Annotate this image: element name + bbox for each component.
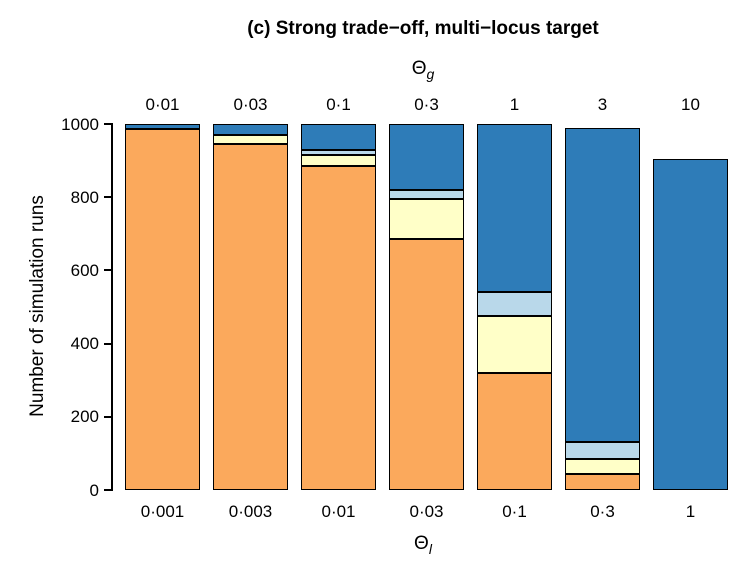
- theta-g-symbol: Θ: [411, 58, 427, 79]
- dark-blue-segment: [389, 124, 464, 190]
- pale-yellow-segment: [565, 458, 640, 474]
- bottom-axis-tick-label: 0·03: [409, 502, 444, 521]
- dark-blue-segment: [301, 124, 376, 150]
- top-axis-tick-label: 10: [681, 95, 700, 114]
- y-axis-line: [111, 123, 113, 491]
- pale-yellow-segment: [477, 316, 552, 373]
- y-tick-mark: [104, 342, 111, 345]
- y-tick-label: 0: [89, 480, 99, 500]
- theta-l-subscript: l: [428, 540, 432, 557]
- bottom-axis-tick-label: 1: [685, 502, 696, 521]
- light-blue-segment: [301, 149, 376, 156]
- orange-segment: [213, 144, 288, 490]
- y-tick-mark: [104, 489, 111, 491]
- dark-blue-segment: [653, 158, 728, 490]
- top-axis-title: Θg: [111, 58, 735, 82]
- dark-blue-segment: [477, 124, 552, 293]
- orange-segment: [389, 239, 464, 490]
- y-tick-label: 800: [70, 187, 99, 207]
- top-axis-tick-label: 3: [597, 95, 608, 114]
- y-tick-mark: [104, 415, 111, 418]
- light-blue-segment: [477, 292, 552, 317]
- dark-blue-segment: [565, 127, 640, 443]
- bottom-axis-tick-label: 0·01: [321, 502, 356, 521]
- pale-yellow-segment: [213, 134, 288, 145]
- dark-blue-segment: [125, 124, 200, 130]
- orange-segment: [301, 166, 376, 490]
- orange-segment: [477, 372, 552, 490]
- y-tick-label: 400: [70, 334, 99, 354]
- top-axis-tick-label: 0·03: [233, 95, 268, 114]
- y-tick-label: 1000: [61, 114, 99, 134]
- dark-blue-segment: [213, 124, 288, 135]
- y-tick-mark: [104, 269, 111, 272]
- chart-title: (c) Strong trade−off, multi−locus target: [247, 18, 599, 39]
- bottom-axis-tick-label: 0·003: [228, 502, 273, 521]
- top-axis-tick-label: 0·3: [414, 95, 439, 114]
- pale-yellow-segment: [301, 155, 376, 167]
- light-blue-segment: [389, 189, 464, 200]
- y-axis-title: Number of simulation runs: [27, 195, 48, 417]
- y-tick-label: 600: [70, 260, 99, 280]
- bottom-axis-title: Θl: [111, 533, 735, 557]
- orange-segment: [125, 129, 200, 490]
- theta-g-subscript: g: [426, 65, 435, 82]
- y-tick-mark: [104, 123, 111, 125]
- bottom-axis-tick-label: 0·001: [140, 502, 185, 521]
- y-tick-label: 200: [70, 407, 99, 427]
- y-tick-mark: [104, 196, 111, 199]
- bottom-axis-tick-label: 0·1: [502, 502, 527, 521]
- pale-yellow-segment: [389, 199, 464, 240]
- top-axis-tick-label: 0·01: [145, 95, 180, 114]
- light-blue-segment: [565, 442, 640, 459]
- top-axis-tick-label: 1: [509, 95, 520, 114]
- bottom-axis-tick-label: 0·3: [590, 502, 615, 521]
- orange-segment: [565, 473, 640, 490]
- theta-l-symbol: Θ: [414, 533, 429, 554]
- top-axis-tick-label: 0·1: [326, 95, 351, 114]
